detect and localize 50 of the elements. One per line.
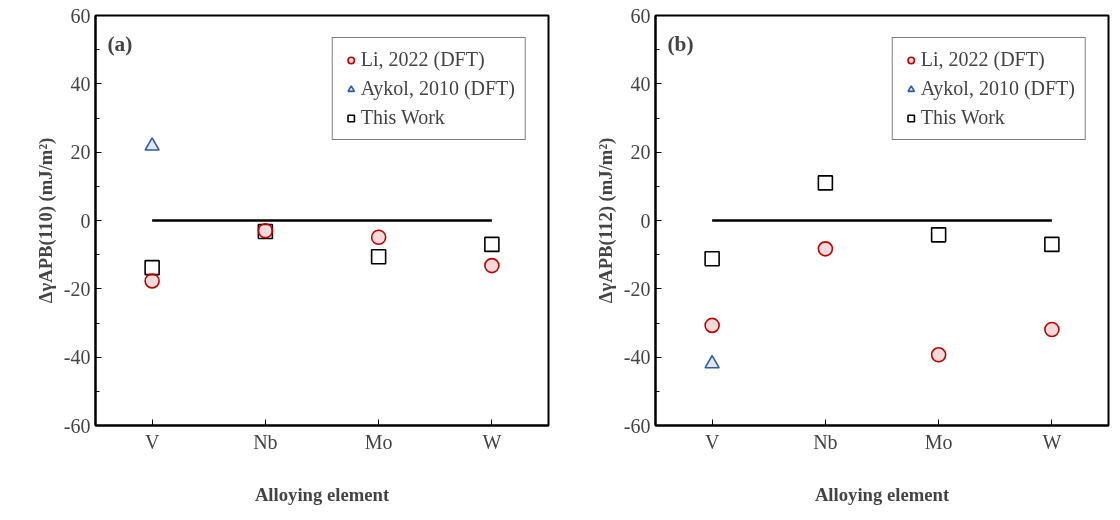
legend-label: Li, 2022 (DFT) (360, 48, 485, 71)
y-axis-title: ΔγAPB(110) (mJ/m²) (34, 137, 57, 304)
legend-label: Aykol, 2010 (DFT) (360, 77, 515, 100)
y-tick-label: 40 (630, 72, 651, 95)
point (930, 227, 947, 243)
legend-label: This Work (360, 106, 445, 129)
annotation: (b) (667, 31, 694, 56)
x-tick-label: V (704, 430, 720, 453)
y-tick-label: 0 (640, 209, 651, 232)
x-tick-label: Nb (813, 430, 838, 453)
y-tick-label: 20 (70, 141, 91, 164)
x-tick-label: Mo (364, 430, 393, 453)
point (817, 175, 834, 191)
y-tick-label: -20 (623, 277, 651, 300)
point (484, 236, 500, 253)
point (817, 241, 834, 257)
y-tick-label: 20 (630, 141, 651, 164)
legend-label: This Work (920, 106, 1005, 129)
legend-label: Aykol, 2010 (DFT) (920, 77, 1075, 100)
point (1044, 236, 1060, 253)
point (144, 137, 160, 151)
x-axis-title: Alloying element (814, 483, 950, 505)
annotation: (a) (107, 31, 133, 56)
point (370, 248, 387, 265)
y-tick-label: -60 (623, 414, 651, 437)
y-tick-label: -60 (63, 414, 91, 437)
point (484, 257, 500, 274)
point (704, 317, 720, 334)
y-tick-label: 40 (70, 72, 91, 95)
y-tick-label: 60 (630, 4, 651, 27)
point (930, 346, 947, 363)
point (144, 273, 160, 289)
x-axis-title: Alloying element (254, 483, 390, 505)
point (1044, 321, 1060, 338)
x-tick-label: W (482, 430, 502, 453)
y-tick-label: 0 (80, 209, 91, 232)
x-tick-label: Mo (924, 430, 953, 453)
x-tick-label: W (1042, 430, 1062, 453)
point (144, 259, 160, 276)
x-tick-label: Nb (253, 430, 278, 453)
point (704, 250, 720, 267)
y-axis-title: ΔγAPB(112) (mJ/m²) (594, 137, 617, 304)
x-tick-label: V (144, 430, 160, 453)
point (370, 229, 387, 246)
legend-label: Li, 2022 (DFT) (920, 48, 1045, 71)
y-tick-label: -20 (63, 277, 91, 300)
y-tick-label: -40 (623, 346, 651, 369)
y-tick-label: 60 (70, 4, 91, 27)
point (704, 354, 720, 369)
y-tick-label: -40 (63, 346, 91, 369)
